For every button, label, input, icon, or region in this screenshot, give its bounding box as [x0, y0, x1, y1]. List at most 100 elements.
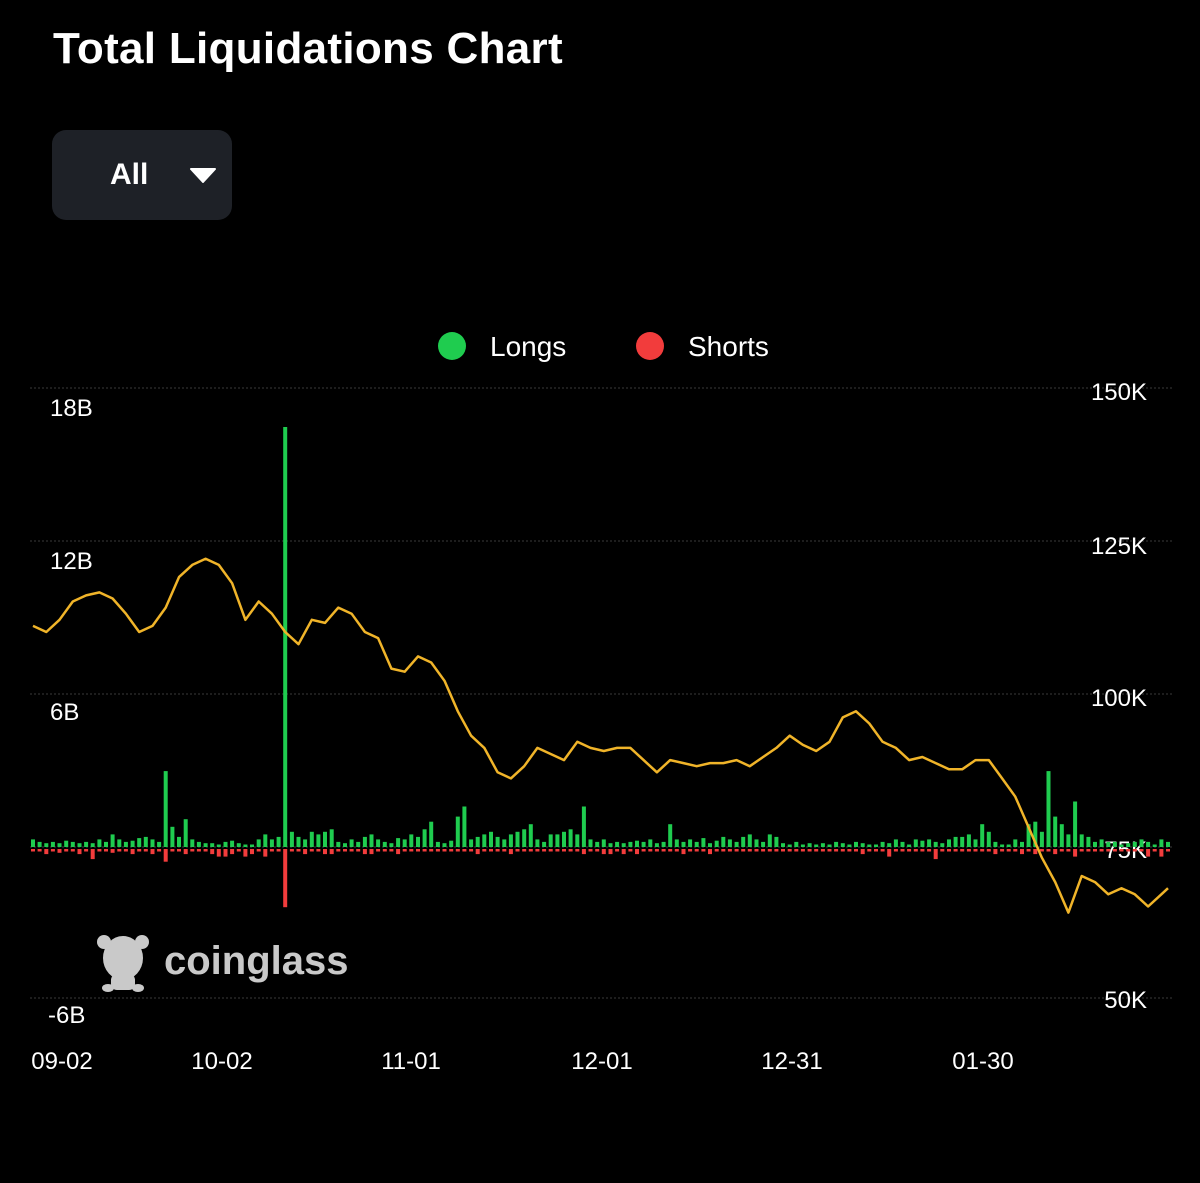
- bar-shorts[interactable]: [548, 849, 553, 852]
- bar-longs[interactable]: [966, 834, 971, 847]
- bar-longs[interactable]: [84, 841, 89, 847]
- bar-longs[interactable]: [256, 839, 261, 847]
- bar-longs[interactable]: [263, 834, 268, 847]
- bar-longs[interactable]: [674, 839, 679, 847]
- bar-longs[interactable]: [143, 836, 148, 847]
- bar-shorts[interactable]: [104, 849, 108, 852]
- bar-shorts[interactable]: [860, 849, 865, 855]
- bar-longs[interactable]: [654, 843, 659, 847]
- bar-longs[interactable]: [455, 816, 460, 847]
- bar-shorts[interactable]: [522, 849, 527, 852]
- bar-shorts[interactable]: [727, 849, 732, 852]
- bar-shorts[interactable]: [661, 849, 666, 852]
- bar-longs[interactable]: [807, 843, 812, 847]
- bar-longs[interactable]: [183, 819, 188, 847]
- bar-longs[interactable]: [230, 840, 235, 847]
- bar-shorts[interactable]: [893, 849, 898, 852]
- bar-shorts[interactable]: [601, 849, 606, 855]
- bar-shorts[interactable]: [70, 849, 75, 852]
- bar-longs[interactable]: [1126, 843, 1131, 847]
- bar-longs[interactable]: [1000, 844, 1005, 848]
- bar-shorts[interactable]: [1086, 849, 1091, 852]
- bar-shorts[interactable]: [1053, 849, 1058, 855]
- legend-item-shorts[interactable]: Shorts: [636, 331, 769, 362]
- bar-longs[interactable]: [960, 836, 965, 847]
- bar-shorts[interactable]: [435, 849, 440, 852]
- bar-shorts[interactable]: [495, 849, 500, 852]
- bar-shorts[interactable]: [110, 849, 115, 853]
- bar-shorts[interactable]: [960, 849, 965, 852]
- bar-shorts[interactable]: [1013, 849, 1018, 852]
- bar-longs[interactable]: [508, 834, 513, 847]
- bar-shorts[interactable]: [336, 849, 341, 852]
- bar-longs[interactable]: [416, 836, 420, 847]
- bar-longs[interactable]: [588, 839, 593, 847]
- bar-shorts[interactable]: [747, 849, 752, 852]
- bar-shorts[interactable]: [920, 849, 925, 852]
- bar-shorts[interactable]: [57, 849, 62, 853]
- bar-shorts[interactable]: [1159, 849, 1164, 857]
- bar-shorts[interactable]: [416, 849, 420, 852]
- bar-longs[interactable]: [601, 839, 606, 847]
- bar-shorts[interactable]: [143, 849, 148, 852]
- bar-shorts[interactable]: [157, 849, 162, 852]
- bar-shorts[interactable]: [887, 849, 892, 857]
- bar-shorts[interactable]: [183, 849, 188, 855]
- bar-shorts[interactable]: [329, 849, 334, 855]
- bar-longs[interactable]: [734, 841, 739, 847]
- bar-shorts[interactable]: [343, 849, 347, 852]
- bar-longs[interactable]: [489, 831, 493, 847]
- bar-longs[interactable]: [993, 841, 998, 847]
- bar-longs[interactable]: [681, 841, 686, 847]
- bar-longs[interactable]: [575, 834, 580, 847]
- bar-longs[interactable]: [628, 841, 633, 847]
- bar-shorts[interactable]: [203, 849, 208, 852]
- bar-longs[interactable]: [1132, 841, 1137, 847]
- bar-longs[interactable]: [250, 844, 254, 848]
- bar-shorts[interactable]: [1093, 849, 1097, 852]
- bar-shorts[interactable]: [1039, 849, 1044, 852]
- bar-longs[interactable]: [980, 824, 985, 847]
- bar-shorts[interactable]: [635, 849, 639, 855]
- bar-longs[interactable]: [515, 831, 520, 847]
- bar-longs[interactable]: [316, 834, 321, 847]
- bar-longs[interactable]: [343, 843, 347, 847]
- bar-longs[interactable]: [1159, 839, 1164, 847]
- bar-longs[interactable]: [754, 839, 759, 847]
- bar-longs[interactable]: [1066, 834, 1071, 847]
- bar-shorts[interactable]: [230, 849, 235, 855]
- bar-longs[interactable]: [236, 843, 241, 847]
- bar-longs[interactable]: [462, 806, 467, 848]
- bar-shorts[interactable]: [820, 849, 825, 852]
- bar-longs[interactable]: [1079, 834, 1084, 847]
- bar-shorts[interactable]: [754, 849, 759, 852]
- bar-shorts[interactable]: [1046, 849, 1051, 852]
- bar-longs[interactable]: [1013, 839, 1018, 847]
- bar-longs[interactable]: [216, 844, 221, 848]
- bar-shorts[interactable]: [1099, 849, 1104, 852]
- bar-longs[interactable]: [814, 844, 819, 848]
- bar-shorts[interactable]: [694, 849, 699, 852]
- bar-shorts[interactable]: [708, 849, 712, 855]
- bar-longs[interactable]: [920, 840, 925, 847]
- bar-longs[interactable]: [117, 839, 122, 847]
- bar-shorts[interactable]: [1146, 849, 1151, 857]
- bar-longs[interactable]: [1006, 844, 1011, 848]
- bar-longs[interactable]: [309, 831, 314, 847]
- bar-longs[interactable]: [708, 843, 712, 847]
- bar-longs[interactable]: [535, 839, 540, 847]
- bar-shorts[interactable]: [1139, 849, 1144, 852]
- bar-shorts[interactable]: [44, 849, 49, 855]
- bar-longs[interactable]: [389, 843, 394, 847]
- bar-longs[interactable]: [860, 843, 865, 847]
- bar-longs[interactable]: [495, 836, 500, 847]
- bar-longs[interactable]: [727, 839, 732, 847]
- bar-shorts[interactable]: [1119, 849, 1124, 852]
- bar-shorts[interactable]: [1166, 849, 1170, 852]
- bar-shorts[interactable]: [701, 849, 706, 852]
- bar-shorts[interactable]: [263, 849, 268, 857]
- bar-shorts[interactable]: [64, 849, 69, 852]
- legend-item-longs[interactable]: Longs: [438, 331, 566, 362]
- bar-longs[interactable]: [648, 839, 653, 847]
- bar-shorts[interactable]: [641, 849, 646, 852]
